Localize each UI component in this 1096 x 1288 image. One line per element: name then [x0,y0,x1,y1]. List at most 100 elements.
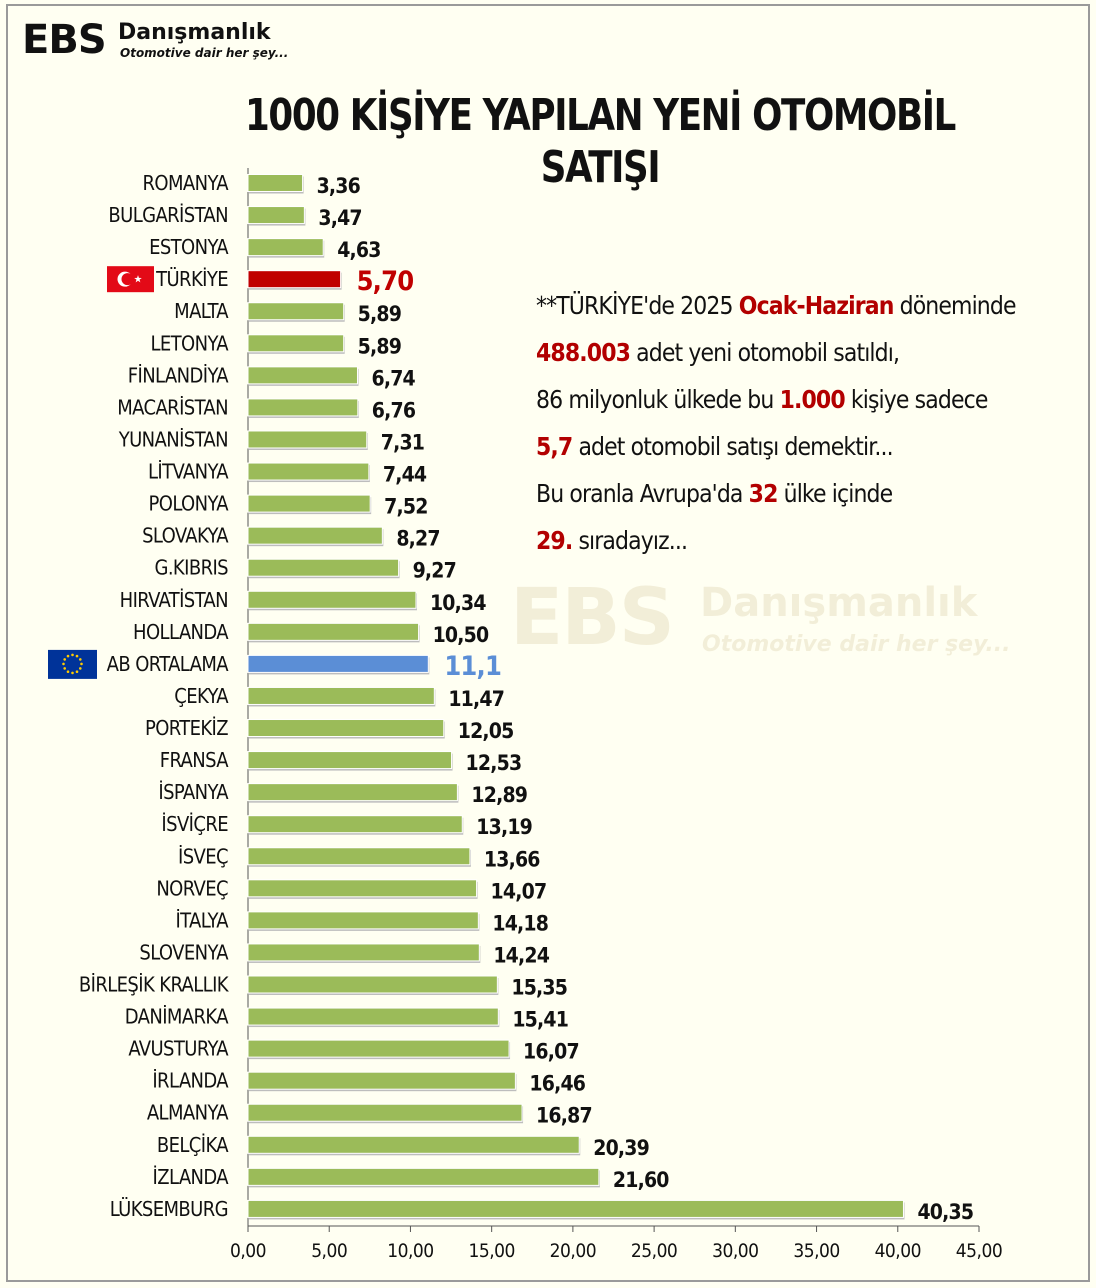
info-line-2: 488.003 adet yeni otomobil satıldı, [536,329,1011,376]
value-label: 12,53 [466,751,522,775]
bar [247,943,480,962]
x-tick-label: 10,00 [387,1240,433,1262]
bar [247,462,370,481]
category-label: ÇEKYA [174,684,229,708]
chart-frame [6,4,1090,1282]
value-label: 8,27 [396,527,439,551]
value-label: 5,89 [358,334,401,358]
eu-star-icon [66,654,70,658]
info-text-part: ülke içinde [777,479,894,508]
eu-star-icon [62,662,65,666]
info-text-part: adet yeni otomobil satıldı, [630,338,900,367]
eu-star-icon [63,658,67,661]
bar [247,815,463,834]
info-text-part: döneminde [893,291,1017,320]
bar [247,238,324,257]
value-label: 7,31 [381,430,424,454]
category-label: İSPANYA [158,780,229,804]
value-label: 10,50 [433,623,489,647]
bar [247,622,420,641]
value-label: 3,47 [318,206,361,230]
value-label: 11,1 [444,651,501,682]
category-label: FRANSA [160,748,230,772]
category-label: LÜKSEMBURG [110,1197,228,1221]
category-label: ESTONYA [149,235,229,259]
value-label: 13,19 [476,815,532,839]
category-label: G.KIBRIS [154,556,228,580]
x-tick-label: 25,00 [631,1240,677,1262]
category-label: ROMANYA [143,171,230,195]
value-label: 9,27 [413,559,456,583]
bar [247,1135,580,1154]
bar [247,847,471,866]
bar [247,366,358,385]
value-label: 12,89 [471,783,527,807]
eu-star-icon [75,654,79,658]
x-tick-label: 35,00 [793,1240,839,1262]
info-text: **TÜRKİYE'de 2025 Ocak-Haziran döneminde… [536,282,1076,564]
category-label: YUNANİSTAN [118,427,228,451]
eu-star-icon [78,658,82,661]
value-label: 16,46 [529,1072,585,1096]
info-highlight: 32 [748,479,779,508]
logo-slogan: Otomotive dair her şey... [120,46,289,60]
category-label: TÜRKİYE [155,267,228,291]
category-label: PORTEKİZ [145,716,228,740]
value-label: 10,34 [430,591,486,615]
value-label: 11,47 [448,687,504,711]
flag-star-icon [134,275,142,283]
info-text-part: Bu oranla Avrupa'da [536,479,749,508]
info-highlight: 1.000 [779,385,846,414]
x-tick-label: 0,00 [230,1240,266,1262]
value-label: 15,35 [511,976,567,1000]
category-label: İSVEÇ [178,844,228,868]
info-text-part: kişiye sadece [844,385,989,414]
bar [247,558,400,577]
value-label: 6,76 [372,398,416,422]
value-label: 21,60 [613,1168,669,1192]
value-label: 14,07 [491,879,547,903]
value-label: 5,89 [358,302,401,326]
bar [247,719,445,738]
value-label: 3,36 [317,174,361,198]
logo-name: Danışmanlık [118,20,271,45]
category-label: FİNLANDİYA [128,363,230,387]
value-label: 13,66 [484,847,540,871]
bar [247,206,305,225]
x-tick-label: 40,00 [875,1240,921,1262]
category-label: AVUSTURYA [128,1037,229,1061]
info-text-part: 86 milyonluk ülkede bu [536,385,780,414]
category-label: BULGARİSTAN [108,203,228,227]
value-label: 6,74 [371,366,415,390]
bar [247,654,429,673]
bar [247,494,371,513]
info-highlight: 488.003 [536,338,631,367]
info-line-1: **TÜRKİYE'de 2025 Ocak-Haziran döneminde [536,282,1016,329]
category-label: SLOVAKYA [142,524,229,548]
bar [247,526,383,545]
bar [247,302,345,321]
info-highlight: 29. [536,526,573,555]
category-label: İZLANDA [153,1165,230,1189]
bar [247,590,417,609]
category-label: POLONYA [149,492,230,516]
bar [247,751,453,770]
value-label: 16,87 [536,1104,592,1128]
category-label: ALMANYA [147,1101,229,1125]
bar [247,1199,904,1218]
info-highlight: Ocak-Haziran [738,291,895,320]
ebs-logo: EBS Danışmanlık Otomotive dair her şey..… [22,18,302,68]
bar [247,334,345,353]
value-label: 4,63 [337,238,380,262]
info-line-3: 86 milyonluk ülkede bu 1.000 kişiye sade… [536,376,1011,423]
value-label: 16,07 [523,1040,579,1064]
value-label: 7,44 [383,463,427,487]
bar [247,1103,523,1122]
bar [247,1167,600,1186]
eu-star-icon [66,670,70,673]
x-tick-label: 15,00 [468,1240,514,1262]
x-tick-label: 20,00 [550,1240,596,1262]
bar [247,1007,499,1026]
value-label: 12,05 [458,719,514,743]
